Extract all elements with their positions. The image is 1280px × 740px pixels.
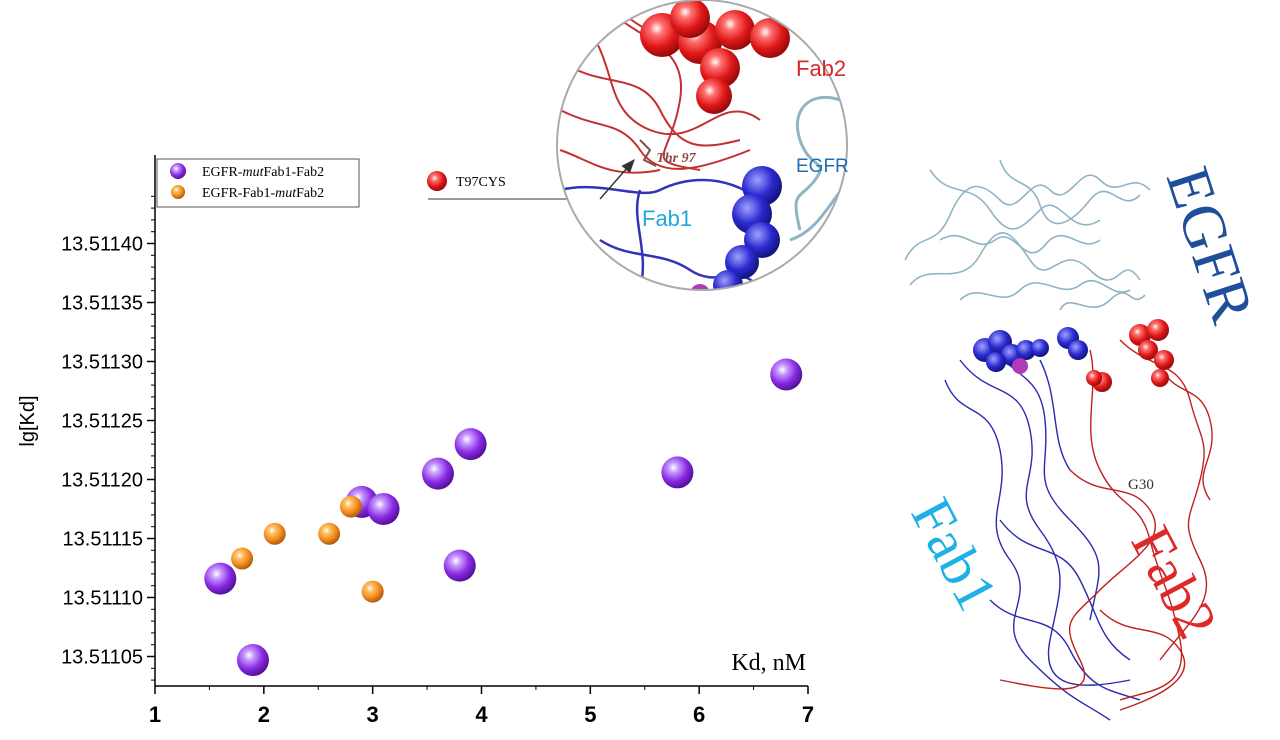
legend-box (156, 158, 360, 208)
fab2-interface-spheres (1086, 319, 1174, 392)
x-tick-label: 3 (367, 702, 379, 727)
egfr-ribbon (904, 159, 1151, 311)
fab1-ribbon (944, 339, 1141, 721)
x-tick-label: 4 (475, 702, 488, 727)
inset-fab2-label: Fab2 (796, 56, 846, 81)
y-tick-label: 13.51110 (63, 588, 143, 610)
fab1-interface-spheres (973, 327, 1088, 374)
mutation-site-inset: Thr 97 Fab2 EGFR Fab1 (556, 0, 849, 291)
data-point-series-2 (318, 522, 341, 545)
legend-label-series-2: EGFR-Fab1-mutFab2 (202, 186, 324, 201)
inset-border (556, 0, 848, 291)
legend-marker-series-2 (171, 185, 185, 199)
inset-fab1-label: Fab1 (642, 206, 692, 231)
x-tick-label: 1 (149, 702, 161, 727)
legend-label-series-1: EGFR-mutFab1-Fab2 (202, 165, 324, 180)
inset-egfr-label: EGFR (796, 156, 849, 177)
structure-fab1-label: Fab1 (899, 488, 1011, 621)
y-tick-label: 13.51105 (61, 647, 143, 669)
t97cys-marker-icon (427, 171, 447, 191)
data-point-series-2 (361, 580, 384, 603)
structure-egfr-label: EGFR (1153, 159, 1267, 331)
y-tick-label: 13.51125 (61, 411, 143, 433)
data-point-series-1 (770, 358, 803, 391)
data-point-series-1 (454, 428, 487, 461)
y-tick-label: 13.51135 (61, 293, 143, 315)
y-tick-label: 13.51120 (61, 470, 143, 492)
t97cys-label: T97CYS (456, 175, 506, 190)
structure-g30-label: G30 (1128, 477, 1154, 493)
y-tick-label: 13.51130 (61, 352, 143, 374)
x-tick-label: 7 (802, 702, 814, 727)
data-point-series-1 (236, 644, 269, 677)
data-point-series-1 (443, 549, 476, 582)
inset-fab2-spheres (640, 0, 790, 114)
data-point-series-1 (367, 493, 400, 525)
thr97-residue-icon (639, 139, 657, 167)
y-tick-label: 13.51115 (63, 529, 143, 551)
inset-fab2-ribbons (559, 0, 761, 174)
data-point-series-1 (421, 457, 454, 490)
data-point-series-2 (231, 547, 254, 570)
data-point-series-1 (204, 562, 237, 595)
legend: EGFR-mutFab1-Fab2 EGFR-Fab1-mutFab2 (156, 158, 360, 208)
y-axis-title: lg[Kd] (17, 395, 39, 446)
inset-fab1-spheres (690, 166, 782, 290)
x-tick-label: 6 (693, 702, 705, 727)
y-axis-ticks: 13.51105 13.51110 13.51115 13.51120 13.51125… (61, 195, 155, 681)
x-axis-ticks: 1 2 3 4 5 6 7 (149, 686, 814, 727)
data-points (204, 358, 803, 677)
x-tick-label: 5 (584, 702, 596, 727)
plot-area: 13.51105 13.51110 13.51115 13.51120 13.51125… (17, 155, 814, 727)
x-tick-label: 2 (258, 702, 270, 727)
x-axis-title: Kd, nM (731, 650, 806, 676)
y-tick-label: 13.51140 (61, 234, 143, 256)
inset-thr97-label: Thr 97 (656, 151, 696, 166)
legend-marker-series-1 (170, 163, 186, 179)
data-point-series-1 (661, 456, 694, 489)
inset-arrow (599, 158, 635, 200)
fab2-ribbon (999, 339, 1213, 711)
protein-structure: EGFR Fab1 Fab2 G30 (899, 159, 1267, 721)
data-point-series-2 (339, 495, 362, 518)
data-point-series-2 (263, 522, 286, 545)
